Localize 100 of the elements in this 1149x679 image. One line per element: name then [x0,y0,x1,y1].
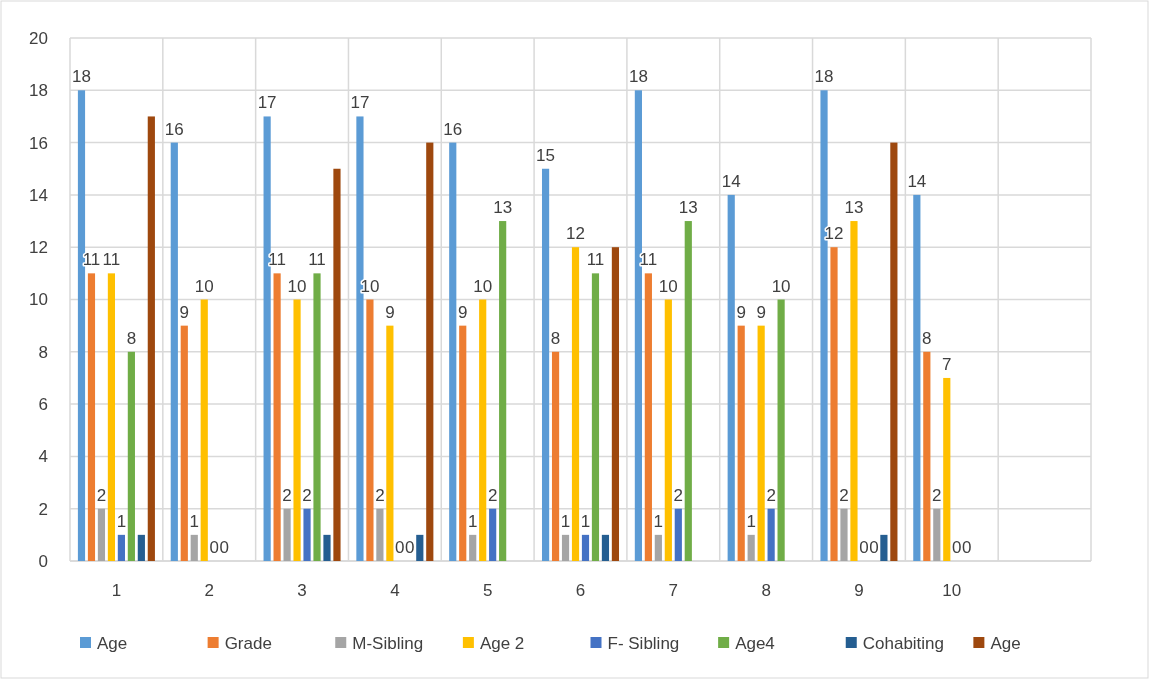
bar [366,299,374,561]
bar [551,351,560,561]
bar [664,299,672,561]
bar [913,194,921,561]
bar [376,508,384,561]
data-label: 17 [257,93,277,113]
data-label: 2 [839,485,849,505]
bar [591,273,600,561]
data-label: 9 [756,302,766,322]
bar [489,508,497,561]
bar [77,90,86,561]
data-label: 11 [308,250,326,270]
data-label: 13 [493,198,513,218]
y-tick-label: 16 [29,133,48,153]
bar [634,90,642,561]
data-label: 1 [653,511,664,531]
bar [880,534,888,561]
bar [263,116,271,561]
data-label: 9 [458,302,468,322]
bar [479,299,487,561]
bar [107,273,116,561]
data-label: 0 [405,538,415,557]
bar [87,273,96,561]
data-label: 0 [869,538,879,557]
x-tick-label: 8 [761,581,771,600]
data-label: 9 [736,302,746,322]
bar [684,221,692,561]
data-label: 1 [189,511,199,531]
bar [273,273,281,561]
data-label: 2 [673,485,684,505]
bar [283,508,291,561]
y-tick-label: 8 [38,342,48,362]
y-tick-label: 0 [38,551,48,571]
y-tick-label: 4 [38,447,48,467]
data-label: 2 [487,485,498,505]
legend-label: Grade [224,633,272,653]
data-label: 18 [628,67,648,87]
data-label: 1 [580,511,591,531]
legend-label: Age [990,633,1021,653]
data-label: 0 [962,538,972,557]
bar [127,351,135,561]
bar [459,325,467,561]
data-label: 2 [96,485,107,505]
bar [469,534,477,561]
y-tick-label: 10 [29,290,48,310]
bar [727,194,735,561]
x-tick-label: 9 [854,581,864,600]
x-tick-label: 4 [390,581,400,600]
data-label: 13 [844,198,864,218]
x-tick-label: 10 [942,581,962,600]
data-label: 7 [942,354,952,374]
data-label: 10 [194,276,214,296]
bar [303,508,311,561]
bar [737,325,745,561]
data-label: 1 [467,511,478,531]
legend-label: F- Sibling [607,633,680,653]
bar [293,299,301,561]
y-tick-label: 18 [29,81,48,101]
data-label: 0 [859,538,869,557]
bar [674,508,682,561]
y-tick-label: 2 [38,499,48,519]
bar [850,221,858,561]
bar [747,534,755,561]
data-label: 0 [209,538,219,557]
legend-label: Age [97,633,128,653]
bar [840,508,848,561]
legend-label: Age 2 [479,633,525,653]
bar [147,116,155,561]
data-label: 9 [179,302,190,322]
bar [933,508,941,561]
data-label: 1 [560,511,571,531]
bar [449,142,457,561]
data-label: 18 [814,67,834,87]
bar [611,247,620,561]
data-label: 10 [287,276,307,296]
bar [561,534,570,561]
data-label: 9 [385,302,395,322]
data-label: 2 [375,485,385,505]
bar [117,534,125,561]
data-label: 10 [658,276,678,296]
bar [170,142,178,561]
data-label: 2 [766,485,776,505]
data-label: 12 [566,224,585,244]
data-label: 15 [536,145,556,165]
bar [923,351,931,561]
data-label: 10 [771,276,791,296]
data-label: 16 [443,119,463,139]
y-tick-label: 20 [29,28,48,48]
bar [180,325,188,561]
data-label: 8 [126,328,137,348]
x-tick-label: 7 [668,581,679,600]
bar [541,168,550,561]
bar [137,534,145,561]
data-label: 11 [586,250,605,270]
x-tick-label: 3 [297,581,307,600]
x-tick-label: 5 [482,581,493,600]
y-tick-label: 6 [38,395,48,415]
bar [571,247,580,561]
data-label: 8 [922,328,932,348]
bar [890,142,898,561]
